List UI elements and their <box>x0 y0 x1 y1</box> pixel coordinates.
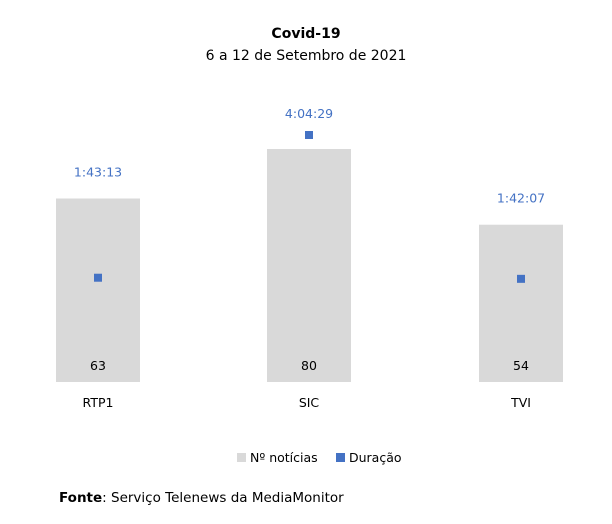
category-label: RTP1 <box>83 395 114 410</box>
legend-label-noticias: Nº notícias <box>250 450 318 465</box>
duration-label: 1:43:13 <box>74 165 122 180</box>
legend-swatch-duracao <box>336 453 345 462</box>
duration-label: 1:42:07 <box>497 191 545 206</box>
footer-text: : Serviço Telenews da MediaMonitor <box>102 490 344 506</box>
chart-subtitle: 6 a 12 de Setembro de 2021 <box>206 48 407 64</box>
bar-sic <box>267 149 351 382</box>
duration-marker-rtp1 <box>94 273 102 282</box>
category-label: SIC <box>299 395 320 410</box>
bar-value-label: 63 <box>90 358 106 373</box>
bar-tvi <box>479 224 563 382</box>
bar-value-label: 80 <box>301 358 317 373</box>
bar-rtp1 <box>56 198 140 382</box>
category-label: TVI <box>510 395 531 410</box>
legend: Nº notícias Duração <box>237 450 402 465</box>
chart-title: Covid-19 <box>271 26 340 42</box>
footer-source: Fonte: Serviço Telenews da MediaMonitor <box>59 490 344 506</box>
footer-label: Fonte <box>59 490 103 506</box>
legend-label-duracao: Duração <box>349 450 402 465</box>
duration-label: 4:04:29 <box>285 106 333 121</box>
bar-value-label: 54 <box>513 358 529 373</box>
legend-swatch-noticias <box>237 453 246 462</box>
duration-marker-sic <box>305 131 313 139</box>
duration-marker-tvi <box>517 274 525 283</box>
